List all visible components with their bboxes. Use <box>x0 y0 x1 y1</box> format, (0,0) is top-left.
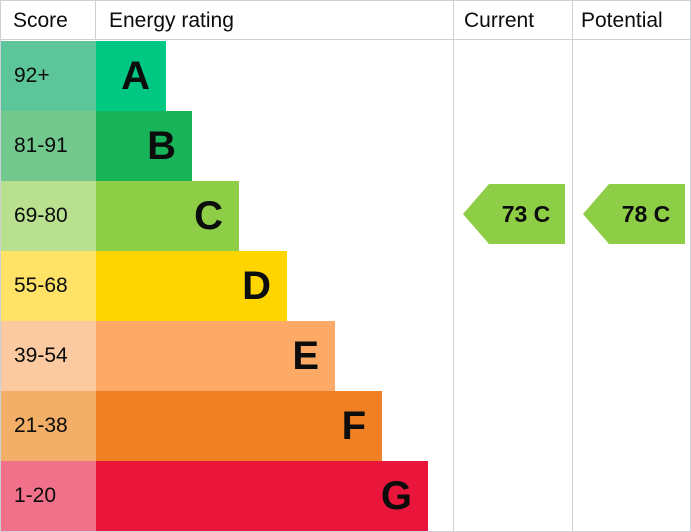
column-header-energy-rating: Energy rating <box>109 8 234 32</box>
band-row-e: 39-54 E <box>1 321 690 391</box>
potential-rating-label: 78 C <box>621 200 671 227</box>
score-range-a: 92+ <box>1 41 96 111</box>
band-row-c: 69-80 C <box>1 181 690 251</box>
column-header-potential: Potential <box>581 8 663 32</box>
band-row-f: 21-38 F <box>1 391 690 461</box>
band-bar-f: F <box>96 391 382 461</box>
band-row-d: 55-68 D <box>1 251 690 321</box>
band-row-g: 1-20 G <box>1 461 690 531</box>
score-range-g: 1-20 <box>1 461 96 531</box>
score-range-e: 39-54 <box>1 321 96 391</box>
band-row-a: 92+ A <box>1 41 690 111</box>
current-column-divider <box>453 1 454 531</box>
current-rating-label: 73 C <box>501 200 551 227</box>
band-row-b: 81-91 B <box>1 111 690 181</box>
band-bar-a: A <box>96 41 166 111</box>
band-bar-g: G <box>96 461 428 531</box>
score-range-d: 55-68 <box>1 251 96 321</box>
column-header-score: Score <box>1 1 96 39</box>
band-bar-c: C <box>96 181 239 251</box>
column-header-current: Current <box>464 8 535 32</box>
score-range-b: 81-91 <box>1 111 96 181</box>
score-range-f: 21-38 <box>1 391 96 461</box>
score-range-c: 69-80 <box>1 181 96 251</box>
band-bar-b: B <box>96 111 192 181</box>
band-rows: 92+ A 81-91 B 69-80 C 55-68 D 39-54 E 21-38 F 1-20 G <box>1 41 690 531</box>
potential-column-divider <box>572 1 573 531</box>
band-bar-e: E <box>96 321 335 391</box>
table-header: Score Energy rating Current Potential <box>1 1 690 40</box>
band-bar-d: D <box>96 251 287 321</box>
